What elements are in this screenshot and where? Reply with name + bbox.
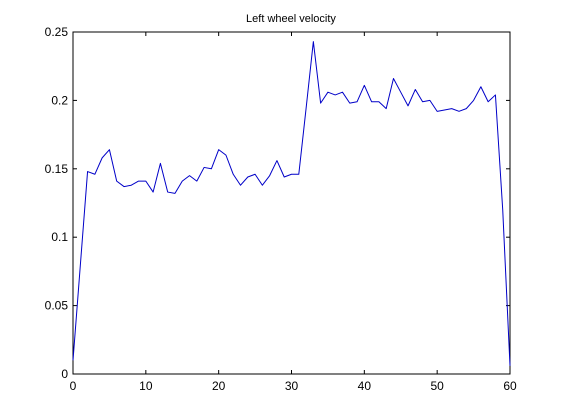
y-tick-label: 0.05: [45, 299, 69, 313]
axes: [72, 31, 511, 375]
series-layer: [72, 41, 511, 366]
chart-title: Left wheel velocity: [246, 13, 336, 25]
x-tick-label: 40: [358, 379, 372, 393]
x-tick-label: 20: [212, 379, 226, 393]
series-line: [72, 41, 511, 366]
y-tick-label: 0.15: [45, 162, 69, 176]
x-tick-label: 10: [139, 379, 153, 393]
x-tick-label: 30: [285, 379, 299, 393]
x-tick-label: 50: [430, 379, 444, 393]
y-tick-label: 0: [61, 367, 68, 381]
ticks: 0 10 20 30 40 50 60 0 0.05 0.1 0.15 0.2 0.25: [45, 25, 517, 393]
x-tick-label: 60: [503, 379, 517, 393]
plot-frame: [72, 31, 511, 375]
y-tick-label: 0.2: [51, 93, 68, 107]
y-tick-label: 0.25: [45, 25, 69, 39]
x-tick-label: 0: [70, 379, 77, 393]
y-tick-label: 0.1: [51, 230, 68, 244]
